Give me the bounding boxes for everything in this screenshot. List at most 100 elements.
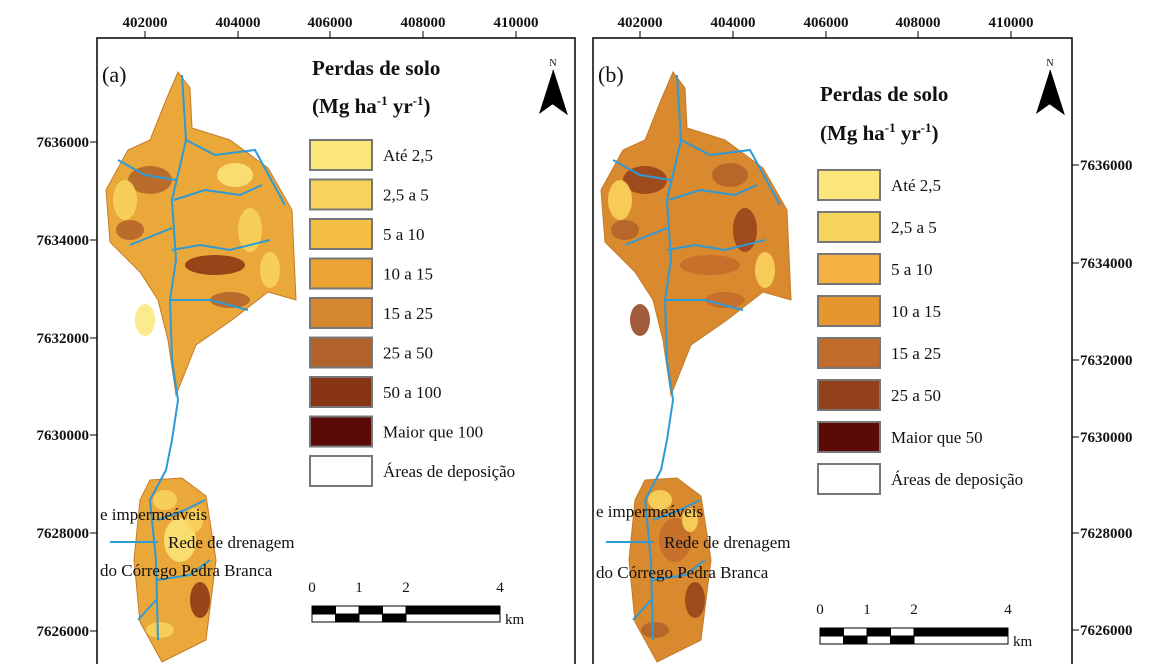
scale-segment [867,628,891,636]
legend-label: Rede de drenagem [168,533,295,552]
scale-label: 1 [355,580,363,596]
y-tick-label: 7626000 [1080,623,1133,639]
loss-patch [146,622,174,638]
unit-part: yr [896,121,921,145]
unit-part: -1 [413,93,424,108]
legend-label: 2,5 a 5 [383,186,429,205]
legend-unit: (Mg ha-1 yr-1) [312,93,431,118]
y-tick-label: 7634000 [1080,256,1133,272]
unit-part: -1 [921,120,932,135]
scale-segment [820,628,844,636]
legend-swatch [310,298,372,328]
x-tick-label: 402000 [618,15,663,31]
legend-swatch [818,380,880,410]
legend-swatch [818,170,880,200]
loss-patch [712,163,748,187]
legend-label: Maior que 50 [891,428,983,447]
x-tick-label: 402000 [123,15,168,31]
scale-segment [359,606,383,614]
legend-label: 25 a 50 [383,344,433,363]
y-tick-label: 7636000 [1080,158,1133,174]
legend-swatch [818,422,880,452]
loss-patch [185,255,245,275]
x-tick-label: 404000 [216,15,261,31]
panel-label: (b) [598,62,624,87]
unit-part: yr [388,94,413,118]
loss-patch [113,180,137,220]
legend-label: 10 a 15 [891,302,941,321]
legend-swatch [818,338,880,368]
figure: (a)N402000404000406000408000410000763600… [0,0,1167,664]
north-arrow [553,70,567,114]
legend-label: do Córrego Pedra Branca [596,563,769,582]
legend-swatch [310,140,372,170]
y-tick-label: 7628000 [37,526,90,542]
scale-unit: km [505,612,525,628]
legend-swatch [310,456,372,486]
unit-part: ) [932,121,939,145]
x-tick-label: 410000 [989,15,1034,31]
legend-label: e impermeáveis [596,502,703,521]
scale-segment [914,628,1008,636]
north-arrow [539,70,553,114]
legend-swatch [818,464,880,494]
unit-part: (Mg ha [312,94,377,118]
scale-unit: km [1013,634,1033,650]
scale-segment [844,628,868,636]
unit-part: (Mg ha [820,121,885,145]
scale-label: 0 [816,602,824,618]
legend-label: 5 a 10 [891,260,933,279]
y-tick-label: 7636000 [37,135,90,151]
legend-label: Até 2,5 [383,146,433,165]
legend-swatch [310,219,372,249]
legend-swatch [818,296,880,326]
scale-label: 1 [863,602,871,618]
legend-label: 50 a 100 [383,383,442,402]
legend-label: Áreas de deposição [383,462,515,481]
legend-label: 2,5 a 5 [891,218,937,237]
loss-patch [608,180,632,220]
legend-label: do Córrego Pedra Branca [100,561,273,580]
panel-label: (a) [102,62,126,87]
legend-swatch [818,212,880,242]
scale-label: 0 [308,580,316,596]
scale-segment [914,636,1008,644]
scale-segment [336,614,360,622]
north-label: N [549,58,556,69]
scale-segment [820,636,844,644]
legend-title: Perdas de solo [312,56,440,80]
legend-label: Áreas de deposição [891,470,1023,489]
scale-label: 2 [402,580,410,596]
legend-swatch [310,338,372,368]
legend-label: 5 a 10 [383,225,425,244]
loss-patch [630,304,650,336]
y-tick-label: 7628000 [1080,526,1133,542]
legend-swatch [818,254,880,284]
x-tick-label: 408000 [401,15,446,31]
loss-patch [755,252,775,288]
loss-patch [260,252,280,288]
unit-part: -1 [885,120,896,135]
y-tick-label: 7630000 [37,428,90,444]
legend-title: Perdas de solo [820,82,948,106]
loss-patch [611,220,639,240]
loss-patch [116,220,144,240]
scale-segment [383,614,407,622]
loss-patch [190,582,210,618]
scale-segment [312,614,336,622]
unit-part: ) [424,94,431,118]
scale-segment [359,614,383,622]
scale-segment [383,606,407,614]
y-tick-label: 7632000 [1080,353,1133,369]
y-tick-label: 7626000 [37,624,90,640]
scale-segment [406,606,500,614]
legend-swatch [310,180,372,210]
loss-patch [135,304,155,336]
y-tick-label: 7630000 [1080,430,1133,446]
scale-segment [891,636,915,644]
legend-swatch [310,417,372,447]
loss-patch [217,163,253,187]
legend-label: e impermeáveis [100,505,207,524]
legend-label: Rede de drenagem [664,533,791,552]
